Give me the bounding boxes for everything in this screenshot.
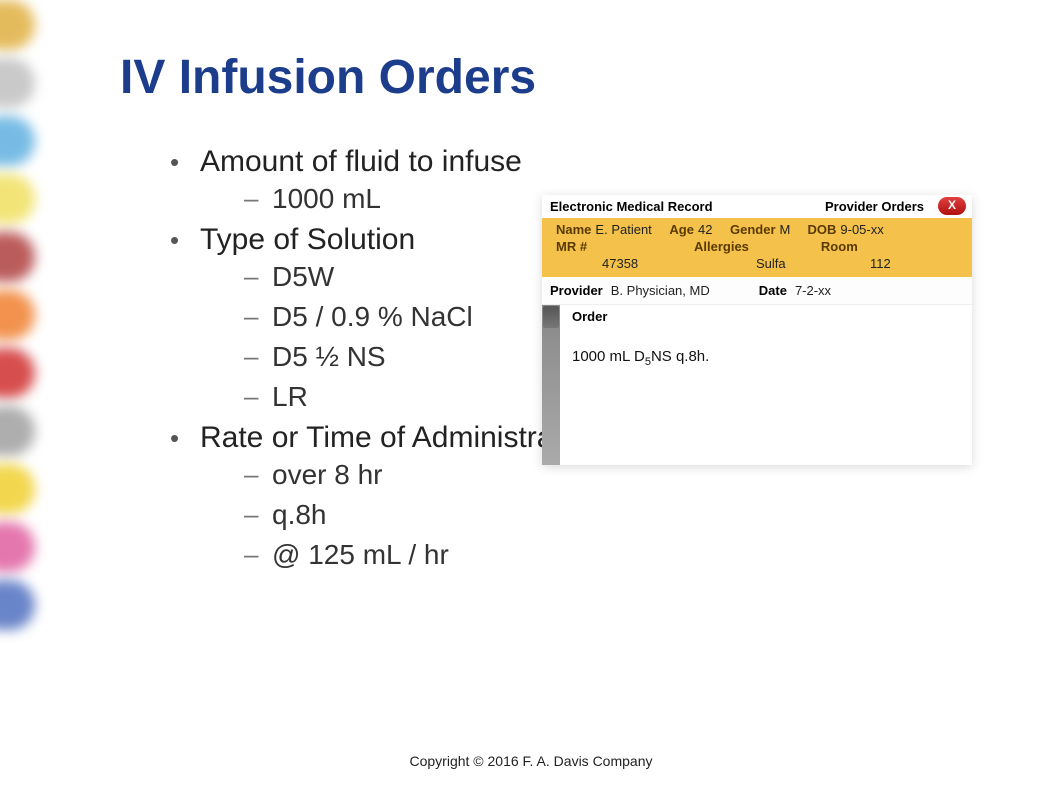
close-button[interactable]: X (938, 197, 966, 215)
room-value: 112 (870, 256, 891, 271)
gender-label: Gender (730, 222, 776, 237)
mr-label: MR # (556, 239, 598, 254)
pill-blur (0, 348, 35, 398)
pill-decoration (0, 0, 50, 797)
pill-blur (0, 406, 35, 456)
emr-body: Order 1000 mL D5NS q.8h. (542, 304, 972, 465)
emr-header: Electronic Medical Record Provider Order… (542, 195, 972, 218)
date-label: Date (759, 283, 787, 298)
dob-label: DOB (808, 222, 837, 237)
pill-blur (0, 116, 35, 166)
sub-item: q.8h (244, 499, 1020, 531)
pill-blur (0, 0, 35, 50)
pill-blur (0, 174, 35, 224)
gender-value: M (780, 222, 804, 237)
order-prefix: 1000 mL D (572, 348, 645, 365)
emr-provider-row: Provider B. Physician, MD Date 7-2-xx (542, 277, 972, 304)
room-label: Room (821, 239, 858, 254)
sub-list: over 8 hr q.8h @ 125 mL / hr (200, 459, 1020, 571)
bullet-label: Type of Solution (200, 223, 415, 256)
bullet-label: Amount of fluid to infuse (200, 145, 522, 178)
age-label: Age (669, 222, 694, 237)
name-value: E. Patient (595, 222, 665, 237)
order-text: 1000 mL D5NS q.8h. (572, 348, 962, 368)
provider-value: B. Physician, MD (611, 283, 751, 298)
emr-orders: Order 1000 mL D5NS q.8h. (560, 305, 972, 465)
date-value: 7-2-xx (795, 283, 831, 298)
emr-header-title: Electronic Medical Record (550, 199, 825, 214)
slide-title: IV Infusion Orders (120, 50, 1020, 105)
emr-card: Electronic Medical Record Provider Order… (542, 195, 972, 465)
scrollbar-thumb[interactable] (543, 306, 559, 328)
sub-item: @ 125 mL / hr (244, 539, 1020, 571)
pill-blur (0, 522, 35, 572)
scrollbar[interactable] (542, 305, 560, 465)
name-label: Name (556, 222, 591, 237)
mr-value: 47358 (602, 256, 688, 271)
pill-blur (0, 464, 35, 514)
emr-patient-bar: Name E. Patient Age 42 Gender M DOB 9-05… (542, 218, 972, 277)
pill-blur (0, 232, 35, 282)
emr-header-section: Provider Orders (825, 199, 924, 214)
provider-label: Provider (550, 283, 603, 298)
pill-blur (0, 580, 35, 630)
copyright: Copyright © 2016 F. A. Davis Company (0, 753, 1062, 769)
order-suffix: NS q.8h. (651, 348, 709, 365)
dob-value: 9-05-xx (840, 222, 883, 237)
pill-blur (0, 58, 35, 108)
allergies-label: Allergies (694, 239, 749, 254)
pill-blur (0, 290, 35, 340)
age-value: 42 (698, 222, 726, 237)
order-label: Order (572, 309, 962, 324)
allergies-value: Sulfa (756, 256, 826, 271)
